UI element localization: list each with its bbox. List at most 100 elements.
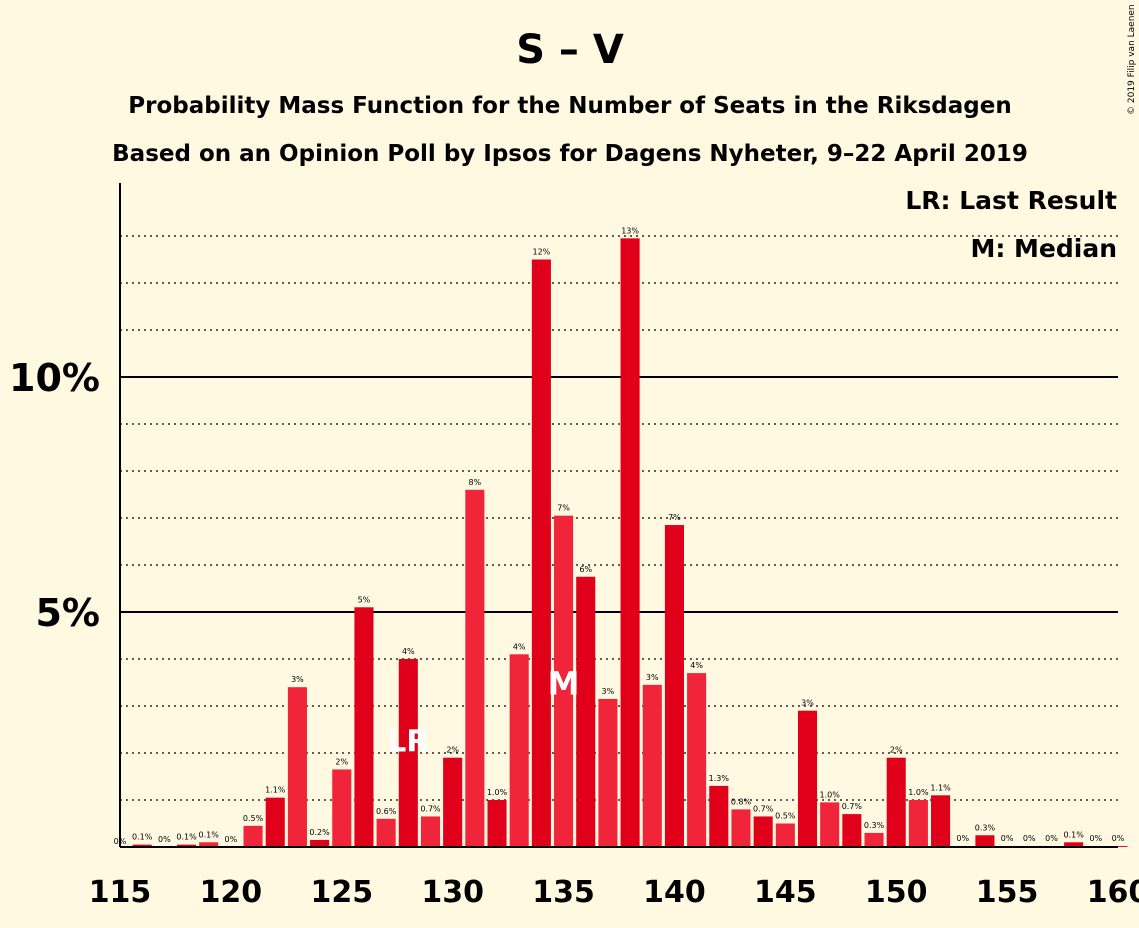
bar xyxy=(310,839,330,847)
data-label: 1.1% xyxy=(930,783,951,792)
bar xyxy=(420,816,441,847)
data-label: 0% xyxy=(1112,834,1125,843)
data-label: 0.7% xyxy=(842,802,863,811)
data-label: 0.3% xyxy=(975,823,996,832)
bar xyxy=(775,823,795,847)
bar xyxy=(465,489,485,847)
bar xyxy=(287,687,307,847)
bar xyxy=(176,844,197,847)
bar xyxy=(975,835,995,847)
data-label: 0% xyxy=(158,835,171,844)
bar xyxy=(199,842,219,847)
data-label: 12% xyxy=(532,248,550,257)
data-label: 4% xyxy=(402,647,415,656)
bar xyxy=(398,659,418,847)
y-tick-label: 10% xyxy=(9,356,100,400)
bar xyxy=(642,684,662,847)
median-marker: M xyxy=(548,665,580,703)
data-label: 0.8% xyxy=(731,797,752,806)
bar xyxy=(687,673,707,847)
bar xyxy=(709,785,729,847)
copyright-text: © 2019 Filip van Laenen xyxy=(1127,4,1137,115)
bar xyxy=(531,259,551,847)
bar xyxy=(731,809,751,847)
data-label: 0.1% xyxy=(132,833,153,842)
legend-last-result: LR: Last Result xyxy=(905,186,1117,215)
x-tick-label: 145 xyxy=(754,875,817,910)
data-label: 5% xyxy=(358,595,371,604)
data-label: 2% xyxy=(890,746,903,755)
bar xyxy=(753,816,773,847)
data-label: 1.0% xyxy=(820,790,841,799)
axes: 5% 10% 115 120 125 130 135 140 145 150 155 160 xyxy=(9,183,1139,910)
x-tick-label: 150 xyxy=(865,875,928,910)
data-label: 0.7% xyxy=(753,804,774,813)
bar xyxy=(620,238,640,848)
data-labels: 0%0.1%0%0.1%0.1%0%0.5%1.1%3%0.2%2%5%0.6%… xyxy=(114,226,1125,846)
bar xyxy=(509,654,529,847)
chart-subtitle-2: Based on an Opinion Poll by Ipsos for Da… xyxy=(112,141,1028,167)
x-tick-label: 120 xyxy=(200,875,263,910)
bar xyxy=(487,800,507,847)
data-label: 1.0% xyxy=(487,788,508,797)
bar xyxy=(908,800,928,847)
data-label: 0% xyxy=(225,835,238,844)
bar xyxy=(376,818,396,847)
data-label: 2% xyxy=(446,746,459,755)
data-label: 0.1% xyxy=(176,833,197,842)
markers: LR M xyxy=(387,665,579,760)
data-label: 4% xyxy=(690,661,703,670)
bar xyxy=(132,844,152,847)
data-label: 0.5% xyxy=(243,814,264,823)
data-label: 3% xyxy=(646,673,659,682)
bar xyxy=(886,757,906,847)
bar xyxy=(820,802,840,847)
data-label: 0.1% xyxy=(1063,830,1084,839)
bars xyxy=(132,238,1128,848)
bar xyxy=(1064,842,1084,847)
data-label: 8% xyxy=(468,478,481,487)
bar xyxy=(931,795,951,847)
data-label: 0% xyxy=(1045,834,1058,843)
data-label: 3% xyxy=(602,687,615,696)
legend-median: M: Median xyxy=(970,234,1117,263)
x-tick-label: 130 xyxy=(421,875,484,910)
y-tick-label: 5% xyxy=(35,591,100,635)
data-label: 0.5% xyxy=(775,812,796,821)
data-label: 4% xyxy=(513,642,526,651)
data-label: 2% xyxy=(335,757,348,766)
data-label: 0.6% xyxy=(376,807,397,816)
data-label: 1.3% xyxy=(709,774,730,783)
data-label: 3% xyxy=(291,675,304,684)
bar xyxy=(243,825,263,847)
gridlines xyxy=(120,235,1118,801)
data-label: 7% xyxy=(668,513,681,522)
bar xyxy=(354,607,374,847)
bar xyxy=(332,769,352,847)
x-tick-label: 160 xyxy=(1087,875,1139,910)
bar xyxy=(598,698,618,847)
bar xyxy=(664,525,684,847)
data-label: 3% xyxy=(801,699,814,708)
data-label: 0% xyxy=(1001,834,1014,843)
x-tick-label: 155 xyxy=(976,875,1039,910)
bar xyxy=(864,832,884,847)
bar xyxy=(554,515,574,847)
data-label: 7% xyxy=(557,504,570,513)
data-label: 1.0% xyxy=(908,788,929,797)
data-label: 0% xyxy=(1089,834,1102,843)
last-result-marker: LR xyxy=(387,725,429,760)
data-label: 0.7% xyxy=(420,804,441,813)
data-label: 0.1% xyxy=(199,830,220,839)
chart-subtitle-1: Probability Mass Function for the Number… xyxy=(128,93,1011,119)
bar xyxy=(265,797,285,847)
data-label: 6% xyxy=(579,565,592,574)
x-tick-label: 140 xyxy=(643,875,706,910)
bar xyxy=(797,710,818,847)
data-label: 1.1% xyxy=(265,786,286,795)
data-label: 0% xyxy=(1023,834,1036,843)
bar xyxy=(842,814,862,847)
data-label: 0.2% xyxy=(309,828,330,837)
